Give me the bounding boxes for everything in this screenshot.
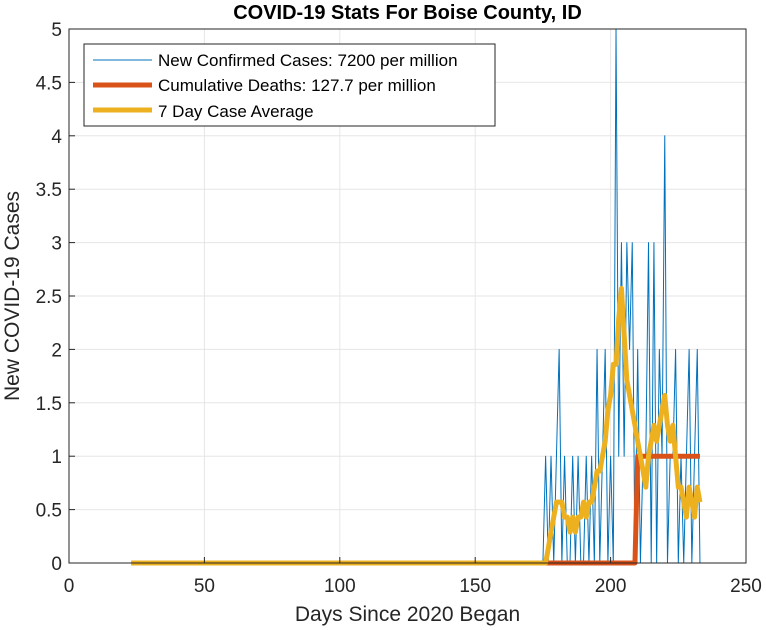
- y-tick-label: 0: [51, 554, 62, 575]
- y-tick-label: 4: [51, 127, 62, 148]
- y-tick-label: 3.5: [36, 180, 62, 201]
- x-tick-label: 250: [730, 576, 762, 597]
- y-tick-label: 3: [51, 234, 62, 255]
- y-tick-label: 5: [51, 20, 62, 41]
- legend-label-new-cases: New Confirmed Cases: 7200 per million: [158, 51, 458, 70]
- x-tick-label: 50: [194, 576, 215, 597]
- y-tick-label: 1.5: [36, 394, 62, 415]
- legend-label-deaths: Cumulative Deaths: 127.7 per million: [158, 76, 436, 95]
- x-tick-label: 150: [459, 576, 491, 597]
- legend-label-7day-average: 7 Day Case Average: [158, 102, 314, 121]
- y-tick-label: 2.5: [36, 287, 62, 308]
- y-tick-label: 2: [51, 340, 62, 361]
- x-tick-label: 200: [595, 576, 627, 597]
- x-tick-label: 100: [324, 576, 356, 597]
- y-tick-label: 1: [51, 447, 62, 468]
- series-7day-average-line: [131, 286, 703, 566]
- chart-title: COVID-19 Stats For Boise County, ID: [233, 2, 582, 24]
- x-axis-label: Days Since 2020 Began: [295, 603, 520, 626]
- x-tick-label: 0: [64, 576, 75, 597]
- y-tick-label: 4.5: [36, 73, 62, 94]
- axis-ticks: 0 50 100 150 200 250 0 0.5 1 1.5 2 2.5 3 3.5 4 4.5 5: [36, 20, 762, 597]
- y-tick-label: 0.5: [36, 501, 62, 522]
- legend-box: [83, 43, 496, 127]
- y-axis-label: New COVID-19 Cases: [1, 191, 24, 401]
- legend: New Confirmed Cases: 7200 per million Cu…: [83, 43, 496, 127]
